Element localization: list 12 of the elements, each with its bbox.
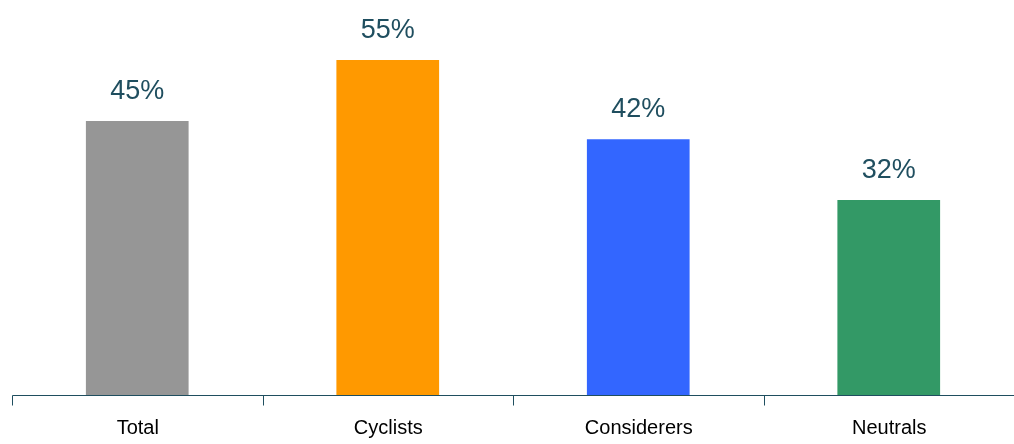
bar bbox=[85, 120, 189, 395]
x-tick-label: Neutrals bbox=[852, 415, 927, 438]
x-tick-label: Considerers bbox=[584, 415, 693, 438]
x-tick-label: Total bbox=[116, 415, 159, 438]
data-label: 42% bbox=[611, 93, 666, 124]
bar bbox=[586, 139, 690, 395]
x-tick-label: Cyclists bbox=[353, 415, 423, 438]
data-label: 45% bbox=[110, 74, 165, 105]
bar bbox=[336, 60, 440, 395]
data-label: 32% bbox=[861, 154, 916, 185]
data-label: 55% bbox=[360, 14, 415, 44]
bar bbox=[837, 200, 941, 395]
